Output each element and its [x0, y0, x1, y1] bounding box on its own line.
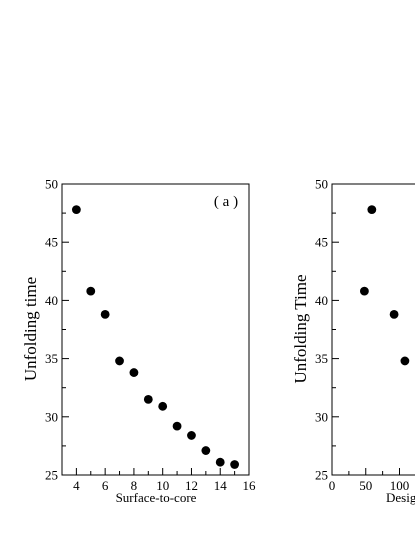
y-tick-label-a: 45 — [45, 235, 58, 250]
x-tick-label-a: 16 — [243, 478, 257, 493]
y-tick-label-b: 35 — [315, 351, 328, 366]
chart-panel-b: 25 30 35 40 45 50 0 50 100 Desig Unfolding Time — [291, 177, 415, 505]
y-tick-label-a: 50 — [45, 177, 58, 192]
data-point-b — [389, 309, 399, 319]
x-tick-label-b: 0 — [329, 478, 336, 493]
data-point-a — [71, 205, 81, 215]
y-tick-label-a: 25 — [45, 468, 58, 483]
x-tick-label-a: 14 — [214, 478, 228, 493]
points-a — [71, 205, 240, 469]
y-ticks-a: 25 30 35 40 45 50 — [45, 177, 69, 483]
x-axis-label-b: Desig — [386, 490, 415, 505]
data-point-a — [215, 457, 225, 467]
data-point-a — [129, 368, 139, 377]
data-point-b — [360, 286, 369, 296]
x-tick-label-b: 100 — [390, 478, 410, 493]
x-ticks-b: 0 50 100 — [329, 468, 410, 493]
points-b — [360, 205, 410, 366]
y-tick-label-a: 30 — [45, 409, 58, 424]
data-point-a — [100, 309, 110, 319]
x-tick-label-a: 10 — [156, 478, 169, 493]
y-tick-label-b: 25 — [315, 468, 328, 483]
x-tick-label-a: 12 — [185, 478, 198, 493]
y-axis-label-a: Unfolding time — [21, 277, 40, 381]
x-tick-label-a: 8 — [131, 478, 138, 493]
data-point-a — [86, 286, 96, 296]
data-point-a — [143, 394, 153, 404]
data-point-b — [367, 205, 377, 215]
y-tick-label-b: 45 — [315, 235, 328, 250]
plot-frame-b — [331, 183, 415, 476]
data-point-a — [230, 460, 240, 469]
x-axis-label-a: Surface-to-core — [116, 490, 197, 505]
panel-label-a: ( a ) — [214, 194, 238, 210]
y-tick-label-a: 35 — [45, 351, 58, 366]
y-ticks-b: 25 30 35 40 45 50 — [315, 177, 339, 483]
data-point-a — [115, 356, 124, 366]
y-tick-label-a: 40 — [45, 293, 58, 308]
y-tick-label-b: 30 — [315, 409, 328, 424]
data-point-a — [201, 446, 211, 455]
x-tick-label-a: 6 — [102, 478, 109, 493]
y-tick-label-b: 40 — [315, 293, 328, 308]
y-axis-label-b: Unfolding Time — [291, 274, 310, 383]
data-point-a — [158, 401, 168, 411]
data-point-a — [172, 421, 182, 431]
data-point-b — [400, 356, 410, 366]
plot-frame-a — [61, 183, 250, 476]
x-ticks-a: 4 6 8 10 12 14 16 — [61, 468, 257, 493]
x-tick-label-a: 4 — [73, 478, 80, 493]
y-tick-label-b: 50 — [315, 177, 328, 192]
data-point-a — [187, 431, 196, 440]
chart-panel-a: 25 30 35 40 45 50 4 6 8 10 12 14 16 ( a ) Surface-t… — [21, 177, 256, 506]
x-tick-label-b: 50 — [359, 478, 372, 493]
